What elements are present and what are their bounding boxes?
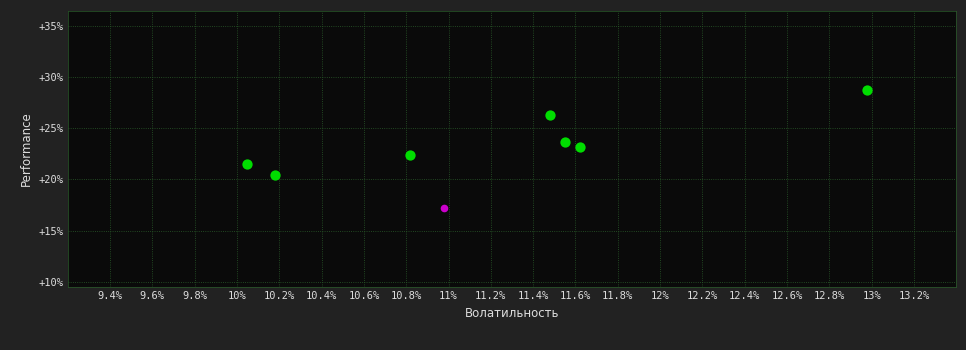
Point <box>572 144 587 149</box>
Point <box>268 173 283 178</box>
Point <box>403 152 418 158</box>
Point <box>860 88 875 93</box>
Point <box>240 161 255 167</box>
X-axis label: Волатильность: Волатильность <box>465 307 559 320</box>
Y-axis label: Performance: Performance <box>20 111 33 186</box>
Point <box>557 139 573 145</box>
Point <box>437 205 452 211</box>
Point <box>542 112 557 118</box>
